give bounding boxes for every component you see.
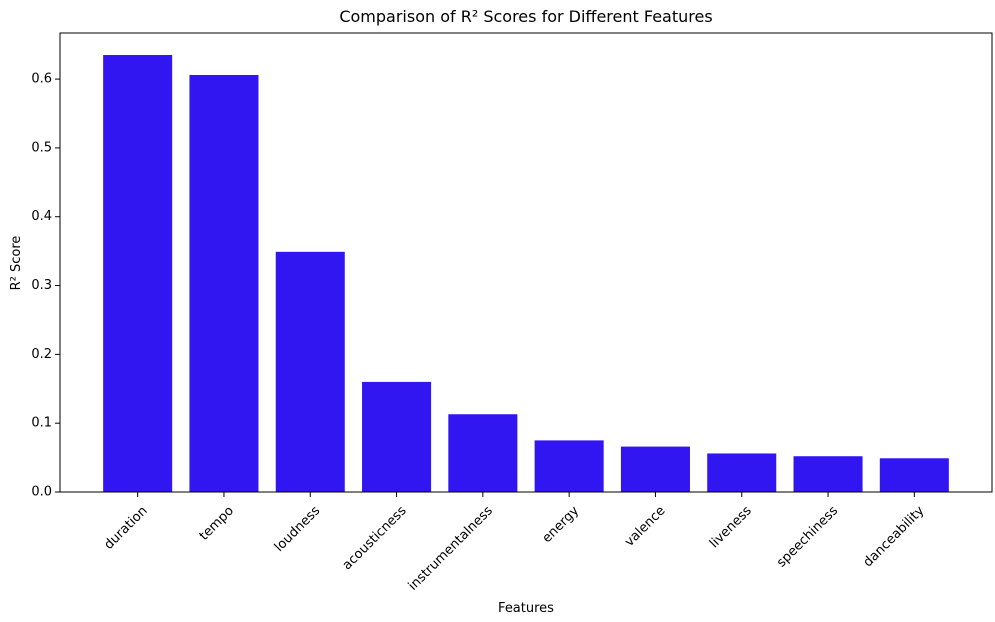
y-tick-label: 0.0 xyxy=(31,485,52,500)
x-tick-label: danceability xyxy=(861,503,928,570)
plot-frame xyxy=(59,32,993,493)
y-tick-label: 0.4 xyxy=(31,209,52,224)
bar-energy xyxy=(534,440,604,492)
y-tick-label: 0.2 xyxy=(31,347,52,362)
x-tick-label: valence xyxy=(622,503,668,549)
x-tick-label: acousticness xyxy=(340,503,410,573)
bar-speechiness xyxy=(793,456,863,492)
x-tick-label: instrumentalness xyxy=(406,503,496,593)
y-axis-ticks: 0.0 0.1 0.2 0.3 0.4 0.5 0.6 xyxy=(31,72,60,500)
bar-danceability xyxy=(879,458,949,492)
bar-liveness xyxy=(707,453,777,492)
bar-duration xyxy=(103,55,173,493)
bar-valence xyxy=(620,446,690,492)
y-tick-label: 0.6 xyxy=(31,72,52,87)
bar-instrumentalness xyxy=(448,414,518,492)
bar-loudness xyxy=(275,251,345,492)
x-axis-ticks: duration tempo loudness acousticnessinstrum… xyxy=(101,492,928,594)
axes-frame xyxy=(59,32,993,493)
bar-tempo xyxy=(189,74,259,492)
y-tick-label: 0.1 xyxy=(31,416,52,431)
bars-layer xyxy=(103,55,949,493)
chart-title: Comparison of R² Scores for Different Fe… xyxy=(339,7,712,26)
bar-acousticness xyxy=(362,381,432,492)
y-tick-label: 0.5 xyxy=(31,140,52,155)
y-axis-label: R² Score xyxy=(9,236,24,291)
x-tick-label: speechiness xyxy=(774,503,841,570)
x-axis-label: Features xyxy=(498,601,554,616)
x-tick-label: liveness xyxy=(707,503,755,551)
x-tick-label: duration xyxy=(101,503,150,552)
y-tick-label: 0.3 xyxy=(31,278,52,293)
x-tick-label: loudness xyxy=(272,503,324,555)
x-tick-label: tempo xyxy=(197,503,237,543)
x-tick-label: energy xyxy=(540,503,583,546)
